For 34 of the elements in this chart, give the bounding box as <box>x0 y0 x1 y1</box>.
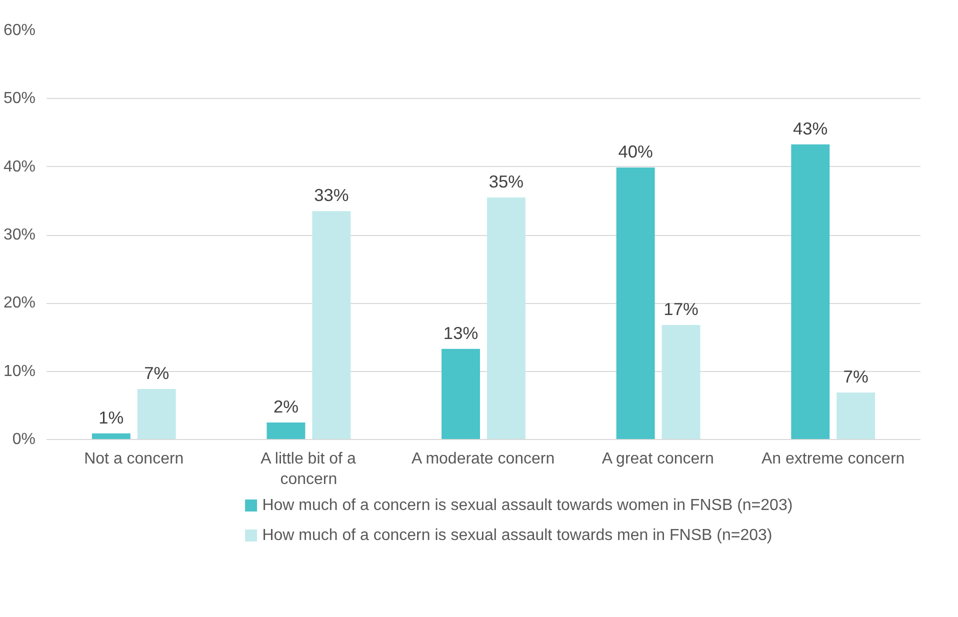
bar <box>662 324 700 440</box>
bar <box>266 422 306 440</box>
x-tick-label: A great concern <box>602 450 714 468</box>
data-label: 40% <box>618 142 653 162</box>
bar <box>836 392 876 440</box>
x-tick-label: A moderate concern <box>411 450 555 468</box>
y-tick-label: 30% <box>3 226 36 244</box>
y-tick-label: 20% <box>3 294 36 312</box>
x-tick-label: Not a concern <box>84 450 184 468</box>
bar <box>442 348 480 440</box>
bar <box>486 198 526 440</box>
bar <box>616 168 655 440</box>
bar <box>312 211 351 440</box>
legend-label: How much of a concern is sexual assault towards women in FNSB (n=203) <box>262 497 793 514</box>
data-label: 2% <box>273 396 298 416</box>
y-tick-label: 50% <box>3 90 36 108</box>
data-label: 35% <box>488 172 524 192</box>
y-tick-label: 60% <box>3 22 36 39</box>
y-tick-label: 0% <box>12 431 36 448</box>
legend-label: How much of a concern is sexual assault towards men in FNSB (n=203) <box>262 527 772 544</box>
data-label: 13% <box>443 322 478 343</box>
x-tick-label: An extreme concern <box>762 450 905 468</box>
y-tick-label: 40% <box>3 158 36 176</box>
data-label: 1% <box>98 407 124 428</box>
y-tick-label: 10% <box>3 362 36 380</box>
bar <box>137 389 176 440</box>
data-label: 17% <box>664 298 698 319</box>
data-label: 33% <box>314 185 349 206</box>
data-label: 7% <box>144 363 170 384</box>
bar <box>92 433 130 440</box>
data-label: 7% <box>843 366 868 386</box>
bar <box>791 144 830 440</box>
data-label: 43% <box>793 118 828 138</box>
x-tick-label: A little bit of a concern <box>260 450 356 488</box>
